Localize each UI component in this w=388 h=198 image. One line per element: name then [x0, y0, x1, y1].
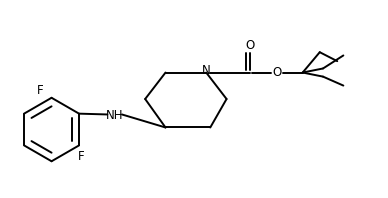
Text: F: F [37, 84, 43, 97]
Text: N: N [202, 64, 211, 77]
Text: F: F [78, 150, 85, 163]
Text: NH: NH [106, 109, 123, 122]
Text: O: O [272, 66, 281, 79]
Text: O: O [245, 39, 255, 52]
